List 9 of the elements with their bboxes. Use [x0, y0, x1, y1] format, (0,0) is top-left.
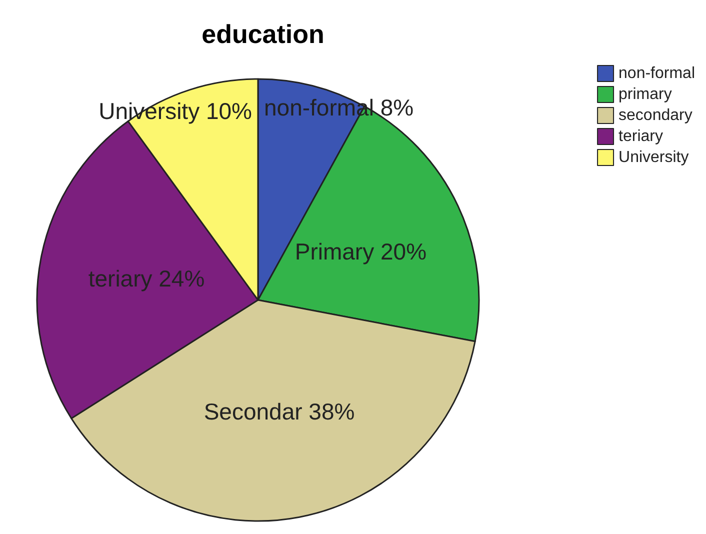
- legend-label: teriary: [618, 128, 663, 145]
- legend-label: primary: [618, 86, 672, 103]
- legend-label: University: [618, 149, 689, 166]
- data-label: Primary 20%: [294, 238, 427, 265]
- data-label: Secondar 38%: [204, 398, 355, 424]
- legend-label: non-formal: [618, 65, 696, 82]
- legend-label: secondary: [618, 107, 692, 124]
- chart-title: education: [202, 19, 324, 49]
- data-label: teriary 24%: [88, 266, 205, 292]
